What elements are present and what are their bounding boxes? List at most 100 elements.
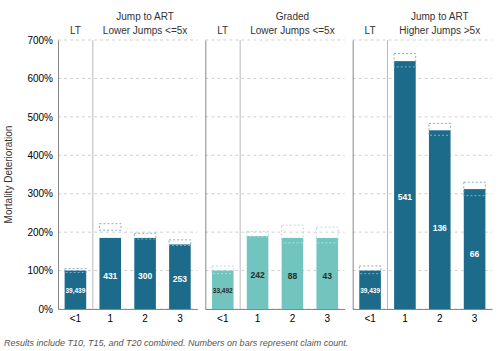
count-label: 88 [288,271,298,281]
count-labels: 39,439 541 136 66 [360,192,479,296]
count-label: 242 [250,270,264,280]
panel: <112339,43954113666LTJump to ARTHigher J… [353,11,493,324]
bar [169,244,191,309]
interval [394,53,416,66]
count-label: 541 [398,192,412,202]
tick: <1 [364,309,376,324]
count-label: 43 [323,271,333,281]
tick-label: <1 [364,313,376,324]
bar [247,236,269,309]
grid [205,40,344,309]
grid-line [353,78,492,79]
grid-line [58,232,197,233]
tick-label: 3 [324,313,330,324]
interval [464,182,486,195]
bar [464,189,486,309]
tick-label: 1 [107,313,113,324]
interval [134,233,156,239]
tick-label: 2 [437,313,443,324]
tick: 200% [27,227,58,238]
bar [316,238,338,309]
tick: 3 [324,309,330,324]
tick: 2 [437,309,443,324]
marks [359,53,485,309]
count-label: 66 [470,249,480,259]
tick: 700% [27,35,58,46]
interval [316,227,338,243]
count-label: 300 [138,271,152,281]
tick: 1 [255,309,261,324]
bar [99,238,121,309]
y-axis [352,41,354,310]
count-label: 136 [433,223,447,233]
grid-line [353,155,492,156]
marks [65,224,191,309]
bar [359,271,381,309]
tick: 600% [27,73,58,84]
tick-label: <1 [217,313,229,324]
grid-line [205,40,344,41]
count-label: 253 [173,274,187,284]
tick-label: 3 [472,313,478,324]
footnote: Results include T10, T15, and T20 combin… [4,338,348,348]
tick-label: 500% [27,112,53,123]
count-label: 39,439 [360,287,380,295]
interval [65,269,87,273]
grid-line [58,78,197,79]
bar [429,130,451,309]
separator [240,40,241,309]
tick: 300% [27,188,58,199]
axis-line [353,41,354,310]
annotation: LT [70,25,81,36]
bar [394,61,416,309]
axis-line [353,309,492,310]
axis-line [205,41,206,310]
y-axis: 0% 100% 200% 300% 400% 500% 600% 700% [27,35,58,315]
bar [212,271,234,309]
axis-line [206,309,345,310]
interval [99,224,121,231]
title: Jump to ART [411,11,469,22]
tick-label: 2 [290,313,296,324]
tick-label: 400% [27,150,53,161]
interval [359,266,381,274]
tick: 2 [142,309,148,324]
chart: 0% 100% 200% 300% 400% 500% 600% 700% <1 1 2 3 39,43… [0,0,500,351]
y-axis [205,41,207,310]
marks [212,225,338,309]
grid-line [58,116,197,117]
tick: <1 [70,309,82,324]
y-axis-title: Mortality Deterioration [3,126,14,224]
bar [282,238,304,309]
tick-label: 2 [142,313,148,324]
x-axis: <1123 [353,309,492,324]
interval [169,240,191,246]
grid [353,40,492,309]
tick-label: 100% [27,265,53,276]
tick: 1 [107,309,113,324]
grid-line [58,193,197,194]
grid [58,40,197,309]
grid-line [353,40,492,41]
grid-line [353,116,492,117]
tick-label: 200% [27,227,53,238]
tick: <1 [217,309,229,324]
tick-label: 300% [27,188,53,199]
grid-line [205,232,344,233]
tick: 3 [177,309,183,324]
interval [247,231,269,236]
grid-line [58,40,197,41]
grid-line [205,193,344,194]
tick: 100% [27,265,58,276]
tick-label: 700% [27,35,53,46]
count-labels: 33,4922428843 [213,270,332,295]
tick: 2 [290,309,296,324]
count-label: 431 [103,271,117,281]
tick-label: 600% [27,73,53,84]
subtitle: Lower Jumps <=5x [250,25,335,36]
tick: 500% [27,112,58,123]
tick: 0% [39,304,58,315]
annotation: LT [217,25,228,36]
x-axis: <1 1 2 3 [59,309,198,324]
grid-line [58,155,197,156]
